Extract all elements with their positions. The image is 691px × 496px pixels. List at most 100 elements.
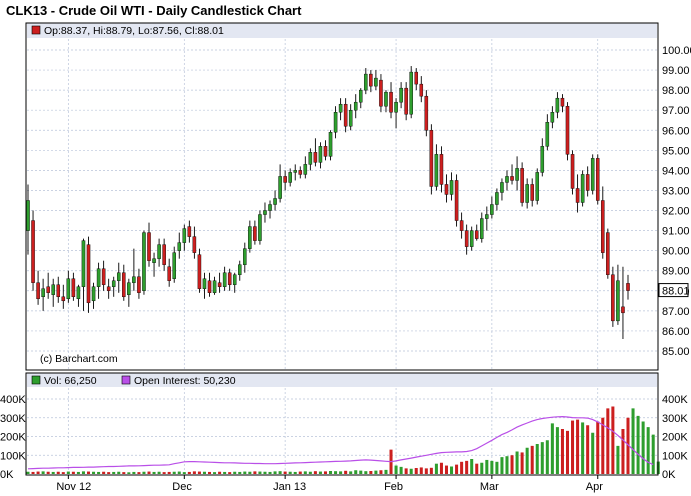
candle-body bbox=[545, 122, 550, 147]
volume-bar bbox=[208, 471, 212, 474]
x-tick-label: Dec bbox=[172, 481, 192, 493]
candle-body bbox=[369, 73, 373, 87]
volume-bar bbox=[460, 461, 464, 474]
volume-bar bbox=[76, 471, 80, 474]
candle-body bbox=[66, 278, 71, 300]
x-tick-label: Apr bbox=[586, 481, 603, 493]
candle-body bbox=[298, 170, 303, 175]
candle-body bbox=[359, 89, 363, 103]
candle-body bbox=[268, 204, 272, 211]
volume-bar bbox=[31, 471, 35, 474]
volume-bar bbox=[344, 470, 348, 474]
candle-body bbox=[116, 272, 121, 281]
volume-bar bbox=[122, 472, 126, 474]
volume-bar bbox=[394, 465, 398, 474]
price-tick-label: 89.00 bbox=[662, 266, 690, 278]
candle-body bbox=[96, 268, 101, 287]
volume-bar bbox=[177, 471, 181, 474]
candle-body bbox=[147, 232, 151, 261]
volume-bar bbox=[626, 417, 630, 474]
volume-bar bbox=[596, 421, 600, 474]
volume-bar bbox=[404, 468, 408, 474]
volume-bar bbox=[646, 427, 650, 474]
chart-title: CLK13 - Crude Oil WTI - Daily Candlestic… bbox=[6, 3, 302, 18]
volume-tick-label-right: 100K bbox=[662, 450, 688, 462]
volume-bar bbox=[455, 464, 459, 474]
volume-bar bbox=[379, 470, 383, 474]
volume-bar bbox=[495, 461, 499, 474]
volume-bar bbox=[581, 422, 585, 474]
volume-bar bbox=[228, 472, 232, 474]
candle-body bbox=[132, 276, 136, 283]
candle-body bbox=[590, 158, 595, 191]
candle-body bbox=[389, 91, 393, 113]
volume-bar bbox=[81, 471, 85, 474]
candle-body bbox=[101, 268, 106, 285]
price-tick-label: 90.00 bbox=[662, 246, 690, 258]
candle-body bbox=[621, 306, 625, 314]
volume-bar bbox=[414, 468, 418, 474]
price-tick-label: 100.00 bbox=[662, 45, 691, 57]
price-legend-bar bbox=[27, 23, 657, 38]
volume-bar bbox=[399, 466, 403, 474]
volume-bar bbox=[213, 472, 217, 474]
candle-body bbox=[419, 83, 424, 97]
price-tick-label: 97.00 bbox=[662, 105, 690, 117]
volume-bar bbox=[97, 471, 101, 474]
volume-bar bbox=[263, 471, 267, 474]
volume-bar bbox=[142, 471, 146, 474]
volume-legend-label: Vol: 66,250 bbox=[44, 375, 97, 387]
candle-body bbox=[227, 272, 232, 285]
candle-body bbox=[323, 146, 328, 157]
candle-body bbox=[424, 95, 429, 131]
volume-bar bbox=[127, 472, 131, 474]
volume-bar bbox=[636, 415, 640, 474]
candle-body bbox=[122, 272, 126, 298]
volume-bar bbox=[349, 471, 353, 474]
candle-body bbox=[500, 182, 504, 193]
candle-body bbox=[606, 232, 610, 275]
candle-body bbox=[328, 132, 333, 157]
volume-bar bbox=[278, 471, 282, 474]
volume-bar bbox=[591, 432, 595, 474]
volume-bar bbox=[46, 471, 50, 474]
volume-bar bbox=[152, 471, 156, 474]
candle-body bbox=[258, 214, 262, 241]
candle-body bbox=[106, 286, 111, 291]
volume-tick-label-left: 100K bbox=[0, 450, 26, 462]
volume-bar bbox=[500, 457, 504, 474]
volume-bar bbox=[586, 425, 590, 474]
candle-body bbox=[575, 188, 580, 203]
candle-body bbox=[61, 296, 66, 302]
volume-bar bbox=[520, 452, 524, 474]
candle-body bbox=[379, 79, 383, 107]
candle-body bbox=[197, 254, 202, 289]
volume-tick-label-left: 300K bbox=[0, 413, 26, 425]
candle-body bbox=[76, 286, 81, 300]
candle-body bbox=[71, 278, 76, 298]
candle-body bbox=[560, 97, 565, 107]
candle-body bbox=[142, 232, 146, 291]
volume-bar bbox=[530, 445, 534, 474]
candle-body bbox=[439, 154, 444, 185]
candle-body bbox=[212, 280, 217, 293]
candle-body bbox=[248, 226, 252, 249]
volume-bar bbox=[61, 472, 65, 474]
volume-bar bbox=[182, 472, 186, 474]
volume-bar bbox=[137, 472, 141, 474]
volume-bar bbox=[631, 408, 635, 474]
volume-bar bbox=[36, 471, 40, 474]
volume-bar bbox=[41, 471, 45, 474]
candle-body bbox=[86, 244, 91, 304]
candle-body bbox=[41, 288, 45, 298]
volume-bar bbox=[444, 465, 448, 474]
candle-body bbox=[308, 152, 313, 165]
volume-tick-label-left: 0K bbox=[0, 469, 14, 481]
x-tick-label: Nov 12 bbox=[56, 481, 91, 493]
candle-body bbox=[338, 103, 343, 113]
volume-axis-right: 400K 300K 200K 100K 0K bbox=[662, 394, 688, 481]
volume-bar bbox=[651, 434, 655, 474]
volume-bar bbox=[117, 471, 121, 474]
price-tick-label: 98.00 bbox=[662, 85, 690, 97]
volume-bar bbox=[283, 471, 287, 474]
